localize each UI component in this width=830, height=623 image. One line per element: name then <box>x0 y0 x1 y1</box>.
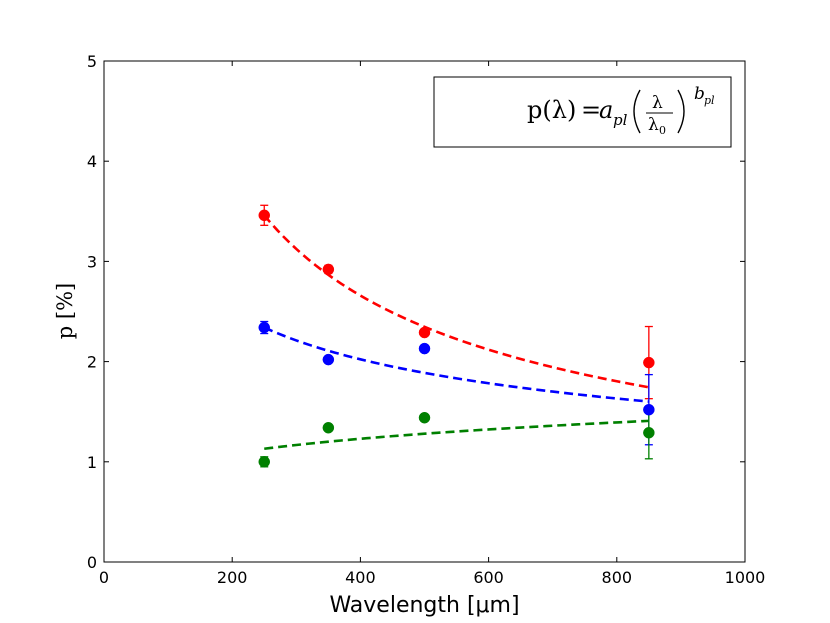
data-point <box>322 421 335 434</box>
data-point <box>418 411 431 424</box>
x-axis-ticks: 0 200 400 600 800 1000 <box>99 61 765 587</box>
equation-coef-sub: pl <box>613 111 628 129</box>
data-point <box>258 209 270 222</box>
equation-equals: = <box>581 96 601 124</box>
equation-box: p(λ) = a pl λ λ 0 b pl <box>433 76 732 148</box>
x-tick-label: 0 <box>99 568 109 587</box>
data-point <box>643 403 655 416</box>
data-point <box>258 321 270 334</box>
y-axis-ticks: 0 1 2 3 4 5 <box>87 52 745 572</box>
y-tick-label: 4 <box>87 152 97 171</box>
y-tick-label: 1 <box>87 453 97 472</box>
fit-curves <box>263 214 650 451</box>
fit-curve-1 <box>263 326 649 403</box>
equation-left-paren <box>633 89 641 134</box>
equation-exp: b <box>694 84 705 104</box>
data-point <box>643 356 655 369</box>
data-point <box>418 326 431 339</box>
x-tick-label: 200 <box>217 568 248 587</box>
equation-exp-sub: pl <box>704 94 715 107</box>
equation-den-sub: 0 <box>659 124 666 137</box>
x-tick-label: 600 <box>473 568 504 587</box>
fit-curve-2 <box>264 419 649 451</box>
plot-frame <box>103 60 746 563</box>
data-point <box>322 353 335 366</box>
x-axis-title: Wavelength [μm] <box>329 593 519 618</box>
fit-curve-0 <box>263 214 650 389</box>
data-point <box>418 342 431 355</box>
y-tick-label: 0 <box>87 553 97 572</box>
data-point <box>643 426 655 439</box>
equation-right-paren <box>677 89 685 134</box>
equation-coef: a <box>599 96 613 124</box>
x-tick-label: 800 <box>602 568 633 587</box>
x-tick-label: 400 <box>345 568 376 587</box>
y-tick-label: 2 <box>87 353 97 372</box>
equation-frame <box>433 76 732 148</box>
equation-num: λ <box>652 93 663 113</box>
y-axis-title: p [%] <box>53 283 77 339</box>
equation-lhs: p(λ) <box>527 96 576 124</box>
error-bars <box>260 204 653 468</box>
y-tick-label: 5 <box>87 52 97 71</box>
y-tick-label: 3 <box>87 252 97 271</box>
x-tick-label: 1000 <box>725 568 766 587</box>
equation-den: λ <box>648 115 659 135</box>
data-points <box>258 209 655 468</box>
data-point <box>258 456 270 468</box>
data-point <box>322 263 335 276</box>
